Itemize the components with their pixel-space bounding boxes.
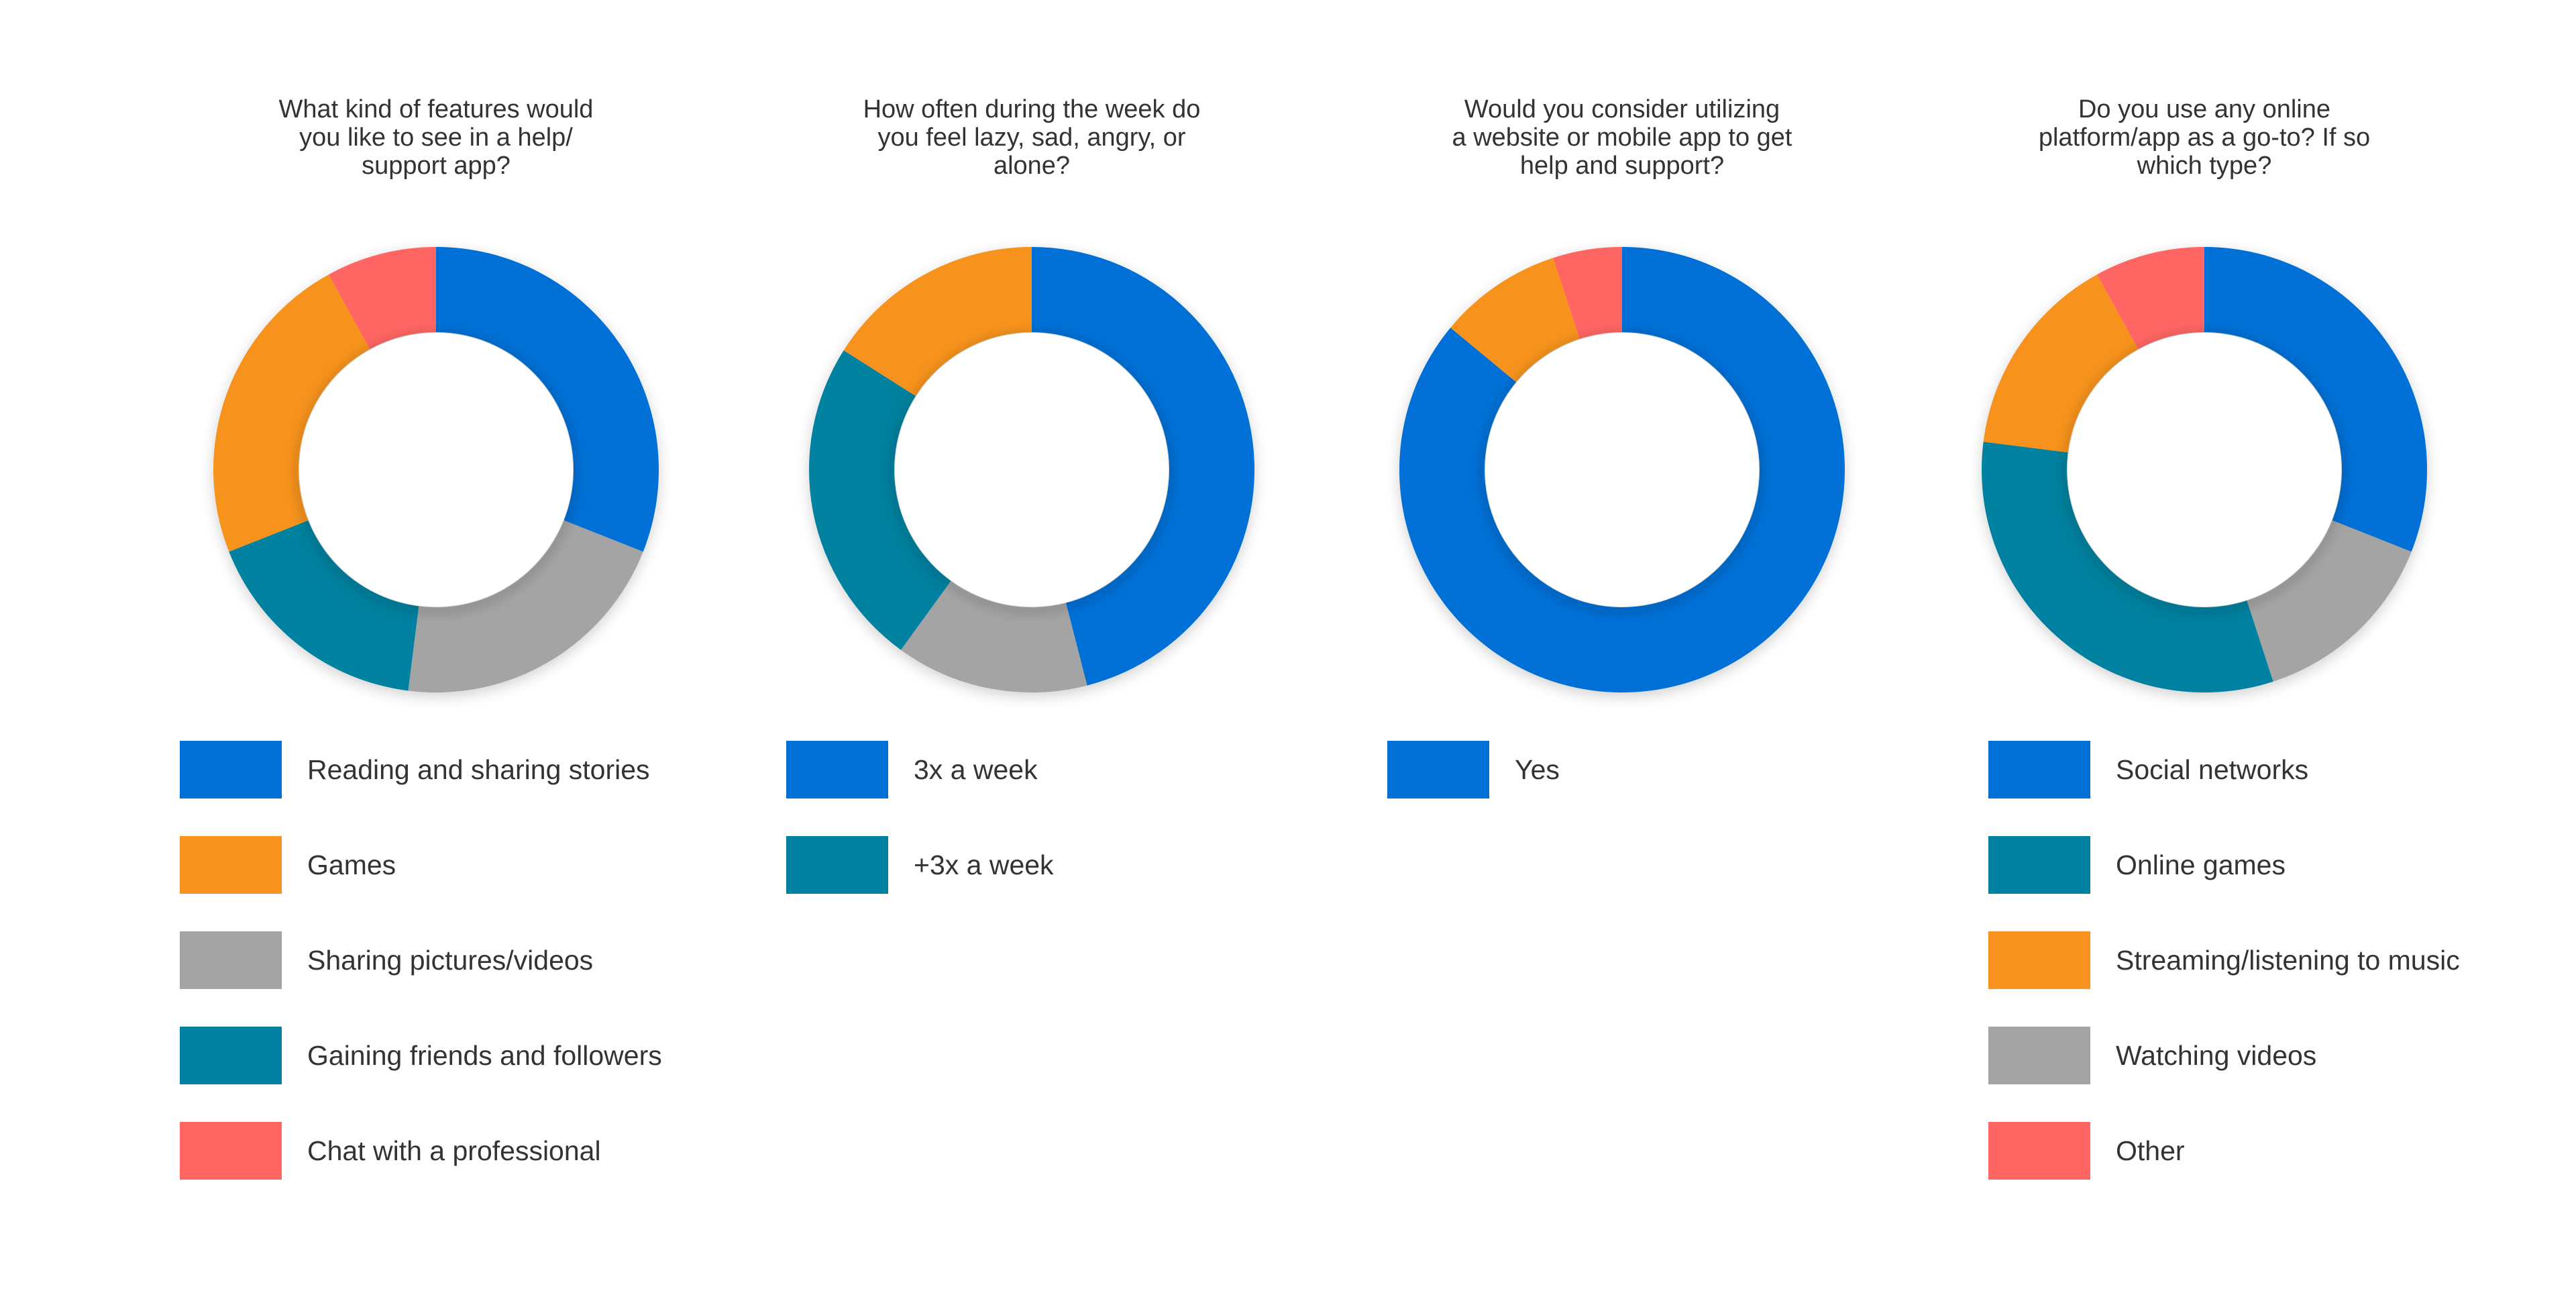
- legend-item-yes: Yes: [1387, 741, 1560, 798]
- slice-watching-videos: [2247, 520, 2412, 682]
- legend-item-watching-videos: Watching videos: [1988, 1027, 2316, 1084]
- chart-title: Would you consider utilizing a website o…: [1452, 95, 1792, 180]
- slice-3x-a-week: [809, 350, 951, 650]
- legend-label: +3x a week: [914, 849, 1054, 880]
- donut-chart: [1982, 247, 2427, 692]
- slice-games: [213, 274, 370, 552]
- legend-item-streaming-listening-to-music: Streaming/listening to music: [1988, 931, 2460, 989]
- slice-chat-with-a-professional: [329, 247, 436, 350]
- slice-reading-and-sharing-stories: [436, 247, 659, 552]
- legend-swatch: [1988, 1027, 2090, 1084]
- legend-item-online-games: Online games: [1988, 836, 2286, 894]
- slice-gaining-friends-and-followers: [229, 520, 419, 691]
- legend-item-gaining-friends-and-followers: Gaining friends and followers: [180, 1027, 662, 1084]
- legend-swatch: [786, 836, 888, 894]
- slice-social-networks: [2204, 247, 2427, 552]
- legend-swatch: [180, 1122, 282, 1180]
- legend-swatch: [180, 741, 282, 798]
- legend-label: Social networks: [2116, 754, 2309, 785]
- donut-chart: [1399, 247, 1845, 693]
- legend-swatch: [1988, 836, 2090, 894]
- legend-swatch: [1988, 1122, 2090, 1180]
- slice-maybe: [1450, 258, 1580, 382]
- chart-title: What kind of features would you like to …: [278, 95, 594, 180]
- slice-streaming-listening-to-music: [1983, 274, 2139, 453]
- legend-swatch: [180, 931, 282, 989]
- legend-item-reading-and-sharing-stories: Reading and sharing stories: [180, 741, 650, 798]
- legend-item-sharing-pictures-videos: Sharing pictures/videos: [180, 931, 593, 989]
- legend-label: 3x a week: [914, 754, 1038, 785]
- legend-label: Yes: [1515, 754, 1560, 785]
- chart-title: Do you use any online platform/app as a …: [2038, 95, 2371, 180]
- slice-no: [1553, 247, 1622, 340]
- legend-label: Reading and sharing stories: [307, 754, 650, 785]
- legend-label: Watching videos: [2116, 1039, 2317, 1071]
- donut-hole: [895, 333, 1169, 607]
- legend-swatch: [1988, 931, 2090, 989]
- legend-label: Streaming/listening to music: [2116, 944, 2460, 976]
- slice-games: [843, 247, 1032, 397]
- slice-sharing-pictures-videos: [408, 520, 643, 692]
- slice-online-games: [1982, 442, 2273, 692]
- legend-label: Games: [307, 849, 396, 880]
- legend-item-chat-with-a-professional: Chat with a professional: [180, 1122, 601, 1180]
- slice-other: [2097, 247, 2204, 350]
- donut-chart: [213, 247, 659, 692]
- legend-swatch: [786, 741, 888, 798]
- legend-swatch: [180, 1027, 282, 1084]
- legend-label: Other: [2116, 1135, 2185, 1166]
- legend-item-social-networks: Social networks: [1988, 741, 2308, 798]
- legend-label: Online games: [2116, 849, 2286, 880]
- legend-item-3x-a-week: 3x a week: [786, 741, 1038, 798]
- chart-title: How often during the week do you feel la…: [863, 95, 1201, 180]
- legend-swatch: [1988, 741, 2090, 798]
- legend-swatch: [180, 836, 282, 894]
- legend-label: Gaining friends and followers: [307, 1039, 662, 1071]
- slice-3x-a-week: [1032, 247, 1254, 686]
- legend-item-other: Other: [1988, 1122, 2185, 1180]
- slice-yes: [1399, 247, 1845, 693]
- legend-label: Sharing pictures/videos: [307, 944, 594, 976]
- legend-item-3x-a-week: +3x a week: [786, 836, 1054, 894]
- donut-chart: [809, 247, 1254, 692]
- legend-swatch: [1387, 741, 1489, 798]
- legend-label: Chat with a professional: [307, 1135, 601, 1166]
- donut-hole: [1485, 333, 1759, 607]
- donut-hole: [2068, 333, 2341, 607]
- donut-hole: [299, 333, 573, 607]
- legend-item-games: Games: [180, 836, 396, 894]
